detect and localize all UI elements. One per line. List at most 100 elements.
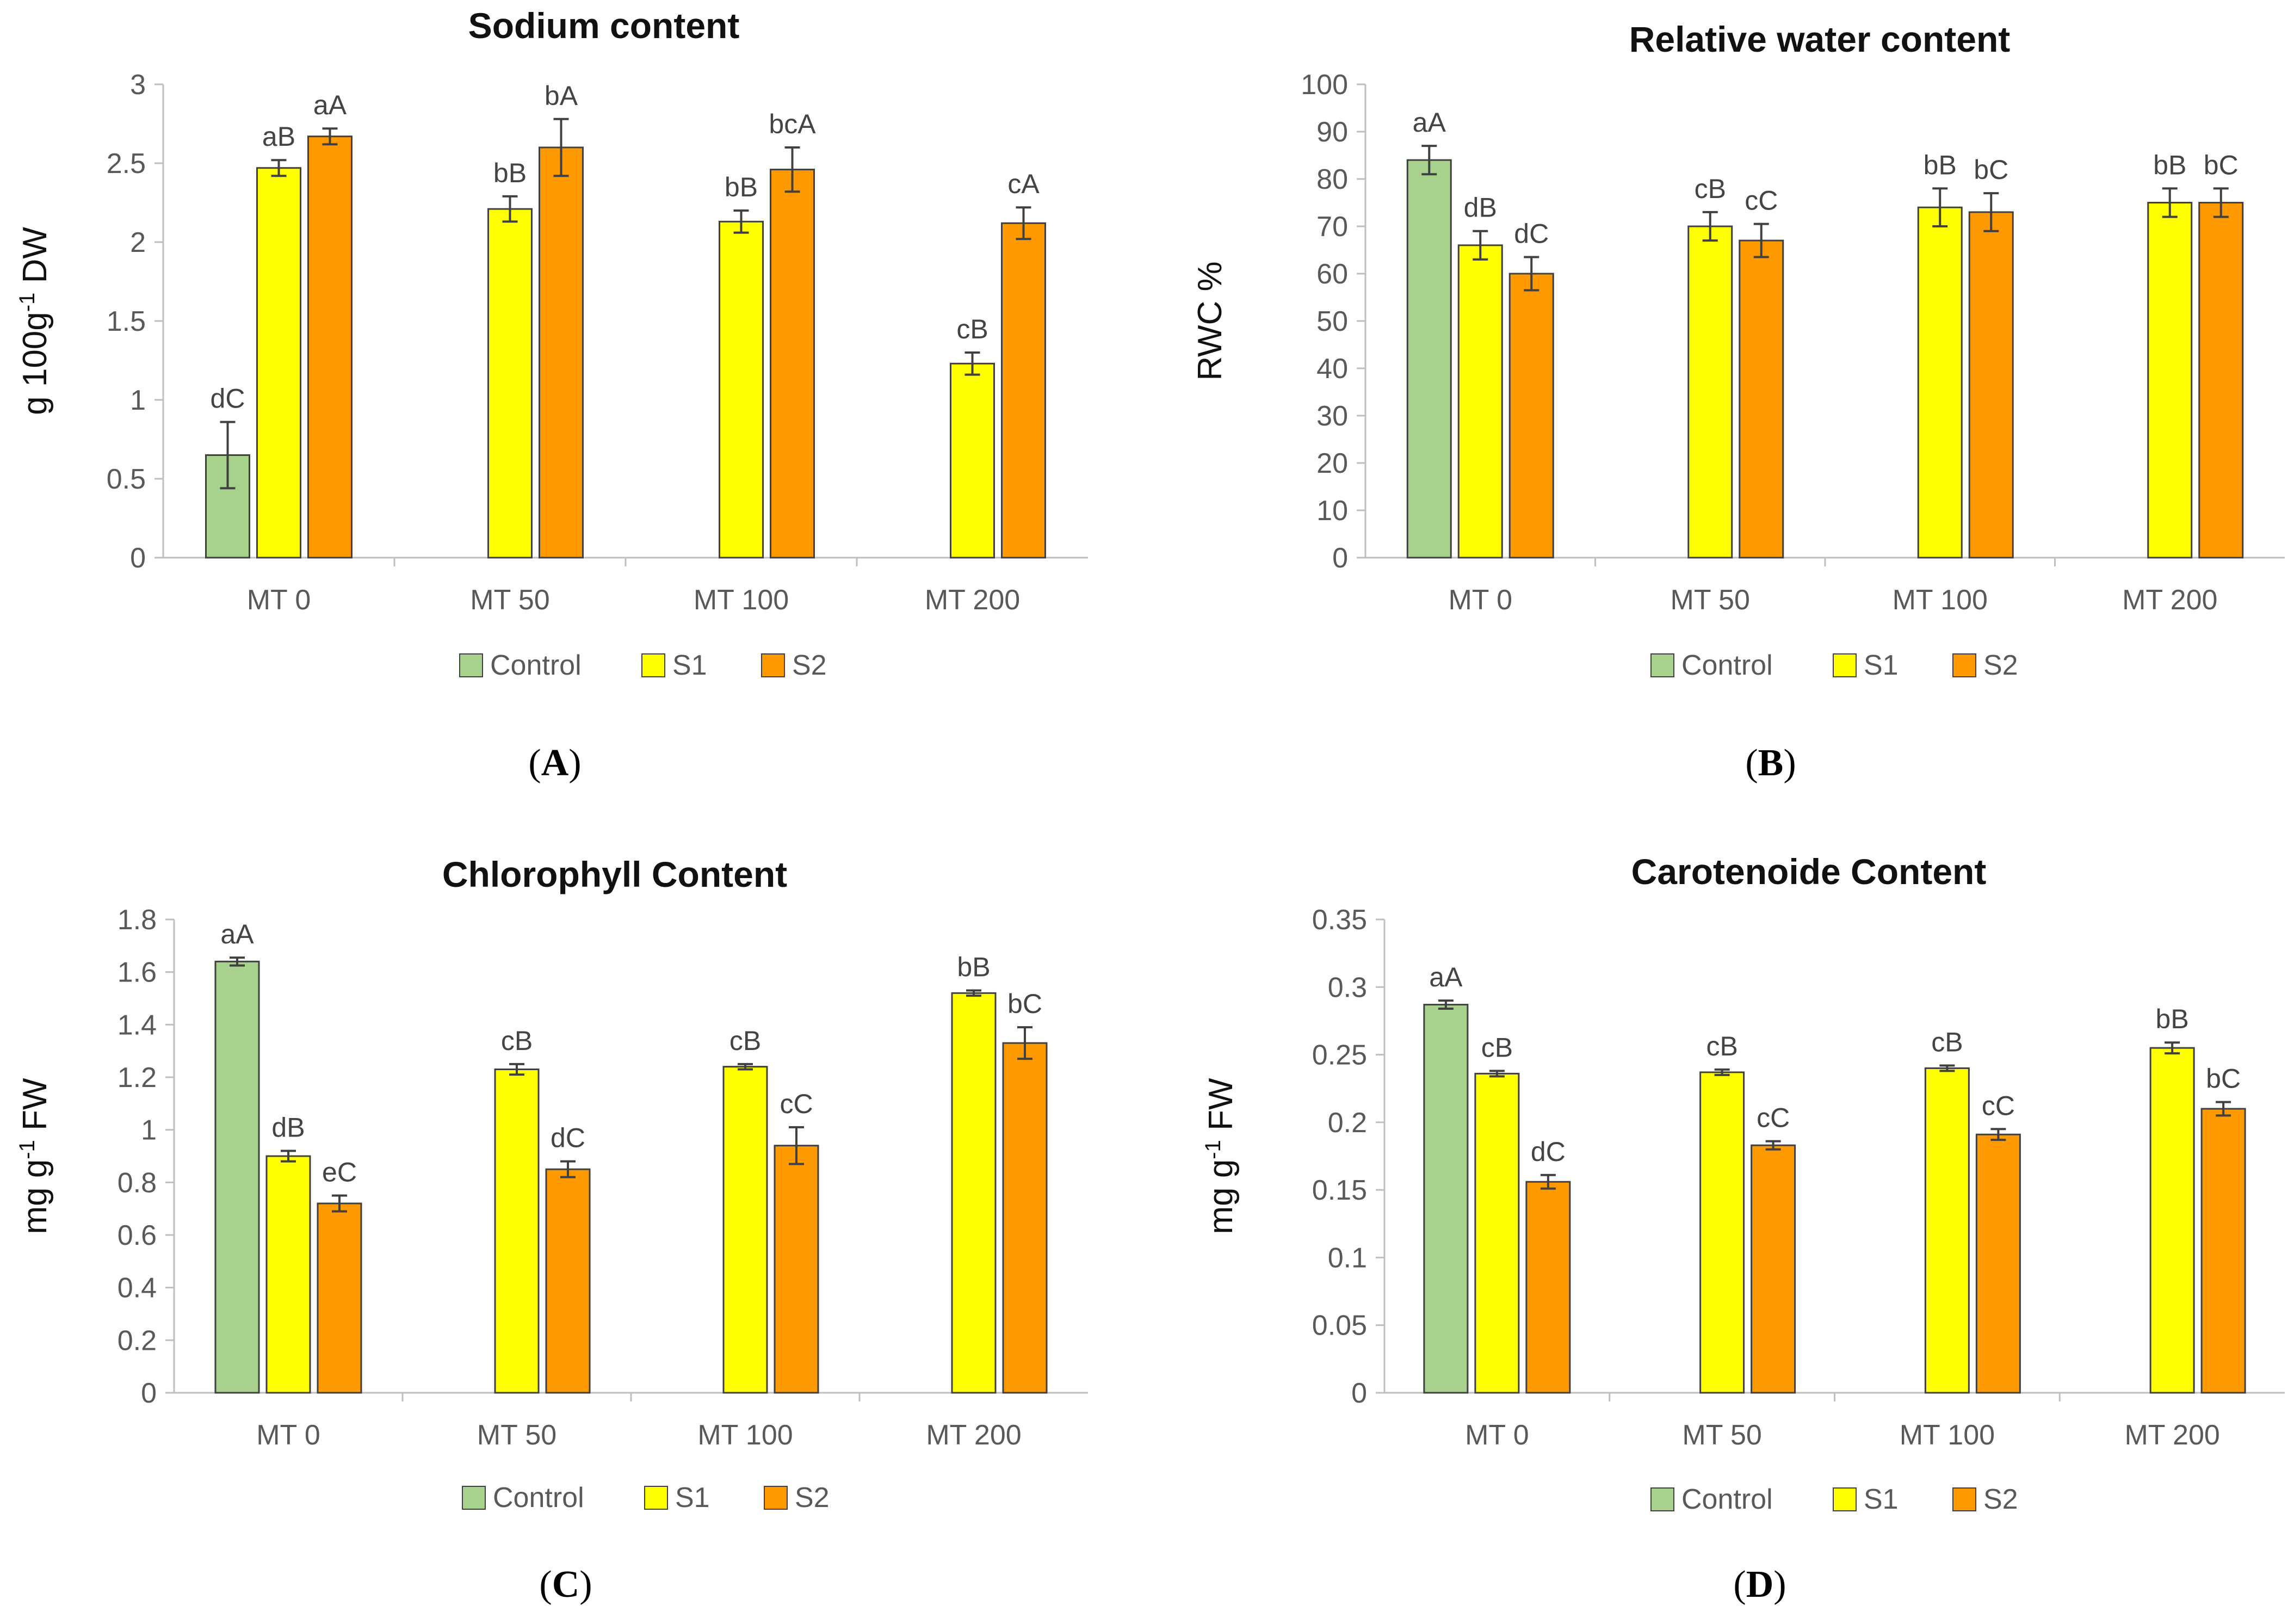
- legend-swatch-control: [459, 653, 483, 677]
- legend-label-control: Control: [490, 650, 582, 681]
- data-label: dC: [211, 384, 245, 414]
- bar-s1-mt0: [1474, 1072, 1520, 1394]
- legend-label-s1: S1: [1864, 1484, 1899, 1515]
- error-bar: [2216, 1101, 2231, 1117]
- data-label: cB: [1481, 1032, 1513, 1063]
- error-bar: [281, 1150, 296, 1163]
- y-tick-label: 2: [130, 227, 146, 258]
- bar-s1-mt0: [256, 167, 301, 559]
- error-bar: [220, 421, 236, 490]
- y-tick-label: 0.8: [118, 1167, 157, 1199]
- bar-s1-mt50: [494, 1069, 540, 1394]
- y-tick-label: 1.2: [118, 1062, 157, 1094]
- data-label: cB: [1931, 1027, 1963, 1057]
- panel-label: (A): [528, 742, 581, 784]
- x-tick-label: MT 0: [1448, 584, 1512, 616]
- y-tick-label: 0.15: [1312, 1175, 1367, 1206]
- legend-label-s1: S1: [675, 1482, 710, 1514]
- bar-s1-mt0: [1457, 244, 1503, 559]
- y-tick-label: 0.1: [1328, 1242, 1367, 1274]
- x-tick-label: MT 200: [2122, 584, 2217, 616]
- legend-label-s2: S2: [792, 650, 827, 681]
- data-label: cC: [780, 1089, 813, 1119]
- y-tick-label: 0: [130, 542, 146, 574]
- error-bar: [2165, 1041, 2180, 1055]
- x-tick-label: MT 50: [1682, 1419, 1761, 1451]
- error-bar: [1702, 211, 1718, 242]
- y-tick-label: 0.2: [1328, 1107, 1367, 1139]
- data-label: bC: [1007, 989, 1042, 1019]
- error-bar: [502, 195, 518, 223]
- data-label: eC: [322, 1157, 357, 1188]
- bar-s1-mt0: [265, 1155, 311, 1394]
- bar-s1-mt200: [951, 992, 997, 1394]
- x-tick-label: MT 100: [697, 1419, 793, 1451]
- data-label: cA: [1007, 169, 1040, 199]
- y-tick-label: 60: [1316, 258, 1348, 290]
- data-label: dC: [551, 1123, 585, 1153]
- panel-label: (C): [539, 1564, 592, 1606]
- y-tick-label: 2.5: [107, 148, 146, 180]
- error-bar: [1016, 206, 1031, 240]
- y-tick-label: 1: [130, 385, 146, 416]
- chart-panel-b: Relative water content RWC % 0 10 20 30 40 50 60…: [1191, 19, 2285, 784]
- data-label: bC: [2204, 150, 2239, 180]
- y-tick-label: 1.4: [118, 1009, 157, 1041]
- data-label: dC: [1531, 1137, 1566, 1167]
- bar-s1-mt100: [1924, 1067, 1970, 1394]
- data-label: bA: [545, 81, 578, 111]
- y-tick-label: 10: [1316, 495, 1348, 527]
- legend: Control S1 S2: [1650, 1484, 2018, 1515]
- bar-s2-mt0: [1508, 273, 1554, 559]
- legend-swatch-s2: [1952, 1487, 1976, 1511]
- y-axis-label: RWC %: [1191, 261, 1229, 380]
- legend-label-s2: S2: [1983, 650, 2018, 681]
- legend: Control S1 S2: [1650, 650, 2018, 681]
- panel-label: (D): [1733, 1564, 1786, 1606]
- y-tick-label: 0.05: [1312, 1310, 1367, 1342]
- legend-label-control: Control: [493, 1482, 584, 1514]
- x-tick-label: MT 200: [926, 1419, 1021, 1451]
- x-tick-label: MT 50: [1671, 584, 1750, 616]
- bar-s2-mt0: [317, 1202, 362, 1394]
- error-bar: [1932, 187, 1948, 227]
- bar-s2-mt50: [539, 146, 584, 559]
- data-label: cC: [1982, 1090, 2015, 1121]
- bar-s2-mt50: [545, 1168, 591, 1394]
- data-label: dB: [271, 1112, 305, 1143]
- legend-label-s1: S1: [672, 650, 707, 681]
- legend-swatch-s1: [641, 653, 665, 677]
- legend-label-s2: S2: [795, 1482, 830, 1514]
- bar-s1-mt200: [2147, 202, 2193, 559]
- y-tick-label: 1.5: [107, 306, 146, 337]
- y-axis-label: g 100g-1 DW: [15, 227, 54, 415]
- bar-s2-mt100: [1968, 211, 2014, 559]
- x-tick-label: MT 0: [1465, 1419, 1529, 1451]
- y-tick-label: 0.5: [107, 464, 146, 495]
- bar-s2-mt200: [1001, 222, 1046, 559]
- legend: Control S1 S2: [462, 1482, 830, 1514]
- bar-s1-mt100: [1917, 206, 1963, 559]
- y-tick-label: 0.25: [1312, 1040, 1367, 1071]
- bar-s1-mt100: [722, 1066, 768, 1394]
- data-label: aA: [220, 919, 254, 949]
- data-label: bB: [957, 952, 990, 983]
- error-bar: [1753, 223, 1769, 258]
- error-bar: [733, 209, 749, 234]
- bar-s1-mt50: [1699, 1071, 1745, 1394]
- legend-swatch-control: [1650, 653, 1674, 677]
- error-bar: [789, 1126, 804, 1165]
- data-label: aA: [1429, 962, 1463, 992]
- data-label: bB: [2153, 150, 2186, 180]
- chart-panel-c: Chlorophyll Content mg g-1 FW 0 0.2 0.4 0.6 0.…: [15, 854, 1088, 1606]
- y-tick-label: 0.6: [118, 1220, 157, 1251]
- y-tick-label: 0: [1332, 542, 1348, 574]
- data-label: cC: [1757, 1103, 1790, 1133]
- y-tick-label: 70: [1316, 211, 1348, 243]
- chart-title: Carotenoide Content: [1631, 851, 1987, 892]
- error-bar: [964, 351, 980, 376]
- legend-swatch-s1: [644, 1486, 668, 1510]
- legend-swatch-s1: [1833, 1487, 1857, 1511]
- legend-swatch-s2: [761, 653, 785, 677]
- error-bar: [1990, 1128, 2006, 1141]
